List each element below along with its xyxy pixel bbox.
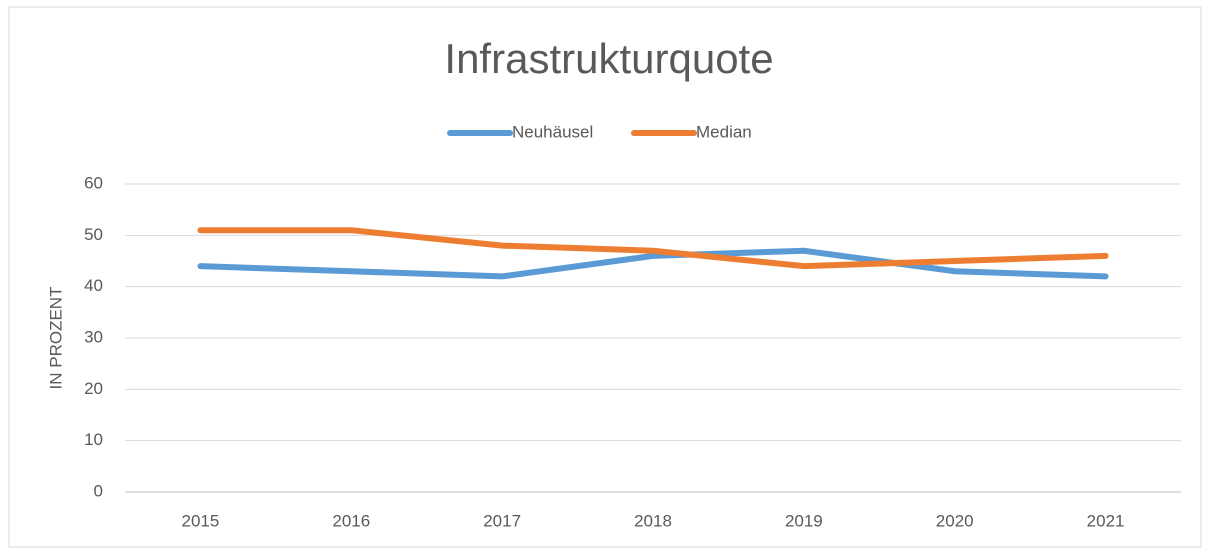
y-tick-label: 40 [84, 276, 103, 295]
x-tick-label: 2017 [483, 511, 521, 530]
chart-title: Infrastrukturquote [444, 35, 773, 82]
y-tick-label: 0 [94, 481, 103, 500]
y-tick-label: 20 [84, 379, 103, 398]
y-tick-label: 50 [84, 225, 103, 244]
legend-label: Median [696, 122, 752, 141]
x-tick-label: 2020 [936, 511, 974, 530]
x-tick-label: 2021 [1087, 511, 1125, 530]
legend-label: Neuhäusel [512, 122, 593, 141]
y-tick-label: 10 [84, 430, 103, 449]
chart-frame [8, 6, 1202, 548]
x-tick-label: 2015 [182, 511, 220, 530]
y-tick-label: 60 [84, 173, 103, 192]
y-axis-label: IN PROZENT [46, 287, 65, 390]
data-line [197, 247, 1109, 280]
data-line [197, 227, 1109, 270]
y-tick-label: 30 [84, 327, 103, 346]
x-tick-label: 2019 [785, 511, 823, 530]
x-tick-label: 2016 [332, 511, 370, 530]
x-tick-label: 2018 [634, 511, 672, 530]
